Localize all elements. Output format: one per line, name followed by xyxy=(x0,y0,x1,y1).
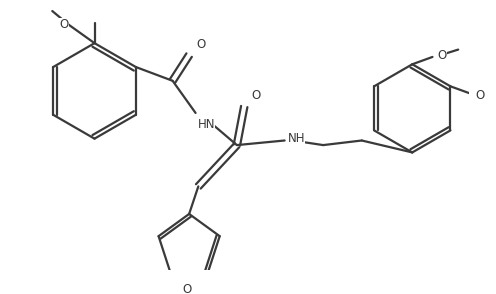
Text: HN: HN xyxy=(197,118,215,131)
Text: NH: NH xyxy=(287,132,305,145)
Text: O: O xyxy=(60,18,69,31)
Text: O: O xyxy=(475,89,485,102)
Text: O: O xyxy=(251,89,261,102)
Text: O: O xyxy=(196,38,206,51)
Text: O: O xyxy=(183,283,192,294)
Text: O: O xyxy=(437,49,446,62)
